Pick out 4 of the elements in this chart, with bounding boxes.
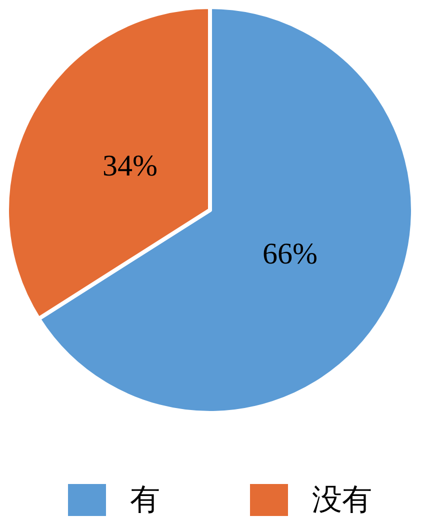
legend-label: 没有 xyxy=(312,482,372,518)
data-label: 66% xyxy=(262,238,318,271)
data-label: 34% xyxy=(102,149,158,182)
legend-label: 有 xyxy=(130,482,160,518)
